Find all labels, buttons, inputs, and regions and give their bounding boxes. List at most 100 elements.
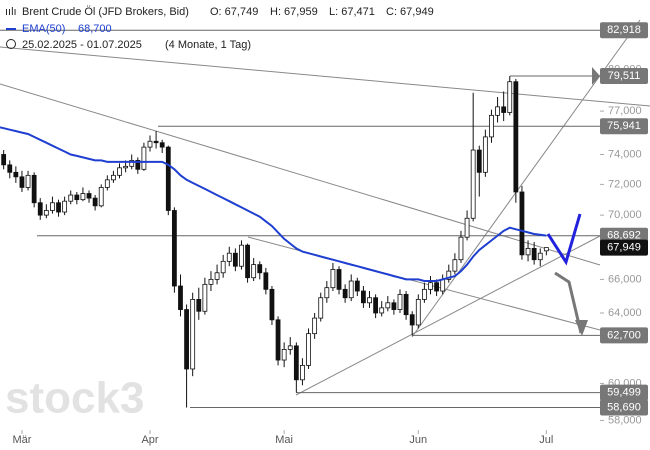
candle-body <box>220 260 226 274</box>
candle-body <box>190 299 196 370</box>
x-tick-label: Jun <box>409 434 427 446</box>
candle-body <box>293 345 299 381</box>
candle-body <box>519 191 525 256</box>
candle-body <box>202 283 208 312</box>
instrument: Brent Crude Öl (JFD Brokers, Bid) <box>22 6 189 18</box>
level-label: 58,690 <box>607 401 641 413</box>
level-box <box>600 118 648 135</box>
candle-body <box>245 244 250 279</box>
candle-body <box>428 282 433 290</box>
y-tick-label: 70,000 <box>608 209 642 221</box>
candle-body <box>165 146 171 211</box>
candle-body <box>98 187 104 207</box>
candle-body <box>50 202 55 211</box>
ohlc-close: C: 67,949 <box>386 6 434 18</box>
y-tick-label: 77,000 <box>608 105 642 117</box>
y-tick-label: 66,000 <box>608 273 642 285</box>
y-tick-label: 58,000 <box>608 414 642 426</box>
candle-body <box>281 348 287 361</box>
candle-body <box>86 193 92 199</box>
ema-value: 68,700 <box>78 23 112 35</box>
candle-body <box>62 200 68 213</box>
trend-line <box>295 235 601 396</box>
candle-body <box>239 244 244 267</box>
level-box <box>600 384 648 401</box>
candle-body <box>123 165 129 169</box>
candle-body <box>415 299 421 326</box>
candle-body <box>269 288 275 321</box>
candle-body <box>31 174 37 204</box>
ema-line <box>0 126 547 282</box>
candle-body <box>348 280 354 299</box>
candle-body <box>434 282 439 292</box>
candle-body <box>135 159 141 170</box>
candle-body <box>74 194 80 201</box>
candle-body <box>19 176 25 188</box>
level-label: 75,941 <box>607 120 641 132</box>
candle-body <box>7 164 13 173</box>
candle-body <box>80 193 86 201</box>
candle-body <box>525 247 531 256</box>
candle-body <box>501 106 507 113</box>
levels: 58,00060,00064,00066,00070,00072,00074,0… <box>0 22 648 446</box>
candle-body <box>318 297 324 319</box>
watermark: stock3 <box>5 374 144 423</box>
ema-name: EMA(50) <box>22 23 65 35</box>
candle-body <box>354 280 360 292</box>
candle-body <box>495 106 500 116</box>
level-label: 68,692 <box>607 230 641 242</box>
candle-body <box>531 247 537 261</box>
candle-body <box>361 290 366 304</box>
last-price-label: 67,949 <box>607 242 641 254</box>
candle-body <box>1 154 7 166</box>
x-tick-label: Apr <box>141 434 158 446</box>
level-box <box>600 327 648 344</box>
candle-body <box>507 81 513 113</box>
candle-body <box>178 285 183 310</box>
candle-body <box>470 149 476 219</box>
ohlc-open: O: 67,749 <box>210 6 258 18</box>
arrow-head <box>592 67 600 85</box>
clock-icon <box>6 39 16 49</box>
scenario-arrow-down <box>554 271 583 334</box>
candle-body <box>489 114 494 138</box>
candle-body <box>300 364 305 381</box>
x-tick-label: Jul <box>539 434 553 446</box>
candle-body <box>476 149 482 173</box>
candle-body <box>184 309 189 370</box>
candle-body <box>147 140 153 148</box>
ohlc-high: H: 67,959 <box>270 6 318 18</box>
ohlc-low: L: 67,471 <box>329 6 375 18</box>
candle-body <box>373 297 379 314</box>
candle-body <box>440 278 446 292</box>
candle-body <box>379 307 385 314</box>
candle-body <box>68 194 74 202</box>
candle-body <box>263 272 269 290</box>
candle-body <box>391 302 397 310</box>
y-tick-label: 64,000 <box>608 307 642 319</box>
level-label: 62,700 <box>607 329 641 341</box>
candle-body <box>513 81 519 193</box>
candle-body <box>421 288 427 300</box>
candle-body <box>171 210 177 287</box>
level-box <box>600 399 648 416</box>
candle-body <box>403 293 409 316</box>
candle-body <box>13 171 19 178</box>
x-tick-label: Mär <box>12 434 31 446</box>
candle-body <box>208 278 214 285</box>
candle-body <box>330 269 336 289</box>
x-tick-label: Mai <box>275 434 293 446</box>
date-range: 25.02.2025 - 01.07.2025 <box>22 39 142 51</box>
candle-body <box>232 252 238 267</box>
level-label: 59,499 <box>607 386 641 398</box>
y-tick-label: 72,000 <box>608 178 642 190</box>
candle-body <box>482 136 488 173</box>
candle-body <box>214 272 220 280</box>
candle-body <box>25 174 31 188</box>
candle-body <box>129 159 135 167</box>
plot <box>0 76 549 408</box>
arrow-head <box>575 320 588 336</box>
scenario-arrow-up <box>546 213 582 266</box>
candle-body <box>385 302 391 309</box>
